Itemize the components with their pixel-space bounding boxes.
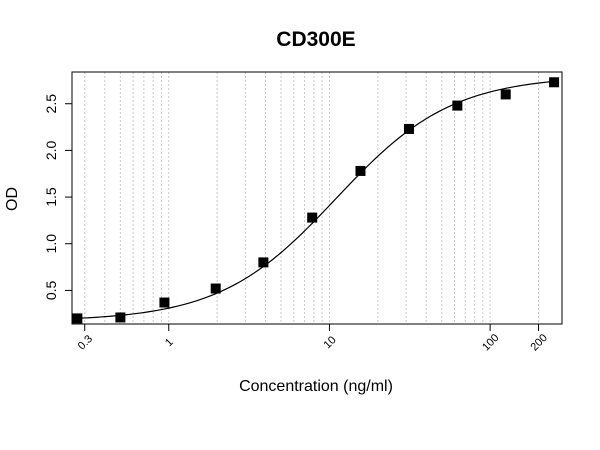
data-point (452, 100, 463, 111)
y-axis: 0.5 1.0 1.5 2.0 2.5 (43, 94, 72, 300)
x-axis-label: Concentration (ng/ml) (239, 378, 393, 395)
x-tick-label: 200 (528, 332, 549, 353)
data-point (500, 89, 511, 100)
x-tick-label: 100 (480, 332, 501, 353)
y-axis-label: OD (4, 187, 21, 211)
y-tick-label: 1.0 (43, 234, 59, 254)
data-point (403, 123, 414, 134)
plot-area (71, 71, 563, 325)
y-tick-label: 0.5 (43, 280, 59, 300)
data-point (355, 165, 366, 176)
data-point (72, 313, 83, 324)
y-tick-label: 2.5 (43, 94, 59, 114)
data-point (159, 297, 170, 308)
data-point (549, 77, 560, 88)
data-point (115, 312, 126, 323)
data-point (258, 257, 269, 268)
x-tick-label: 0.3 (76, 333, 95, 352)
chart-title: CD300E (276, 28, 355, 51)
y-tick-label: 2.0 (43, 140, 59, 160)
y-tick-label: 1.5 (43, 187, 59, 207)
grid-lines (84, 72, 540, 324)
x-tick-label: 10 (322, 334, 339, 351)
x-axis: 0.3 1 10 100 200 (76, 324, 550, 353)
data-point (210, 283, 221, 294)
x-tick-label: 1 (163, 336, 176, 349)
data-point (307, 212, 318, 223)
data-points (72, 77, 560, 324)
